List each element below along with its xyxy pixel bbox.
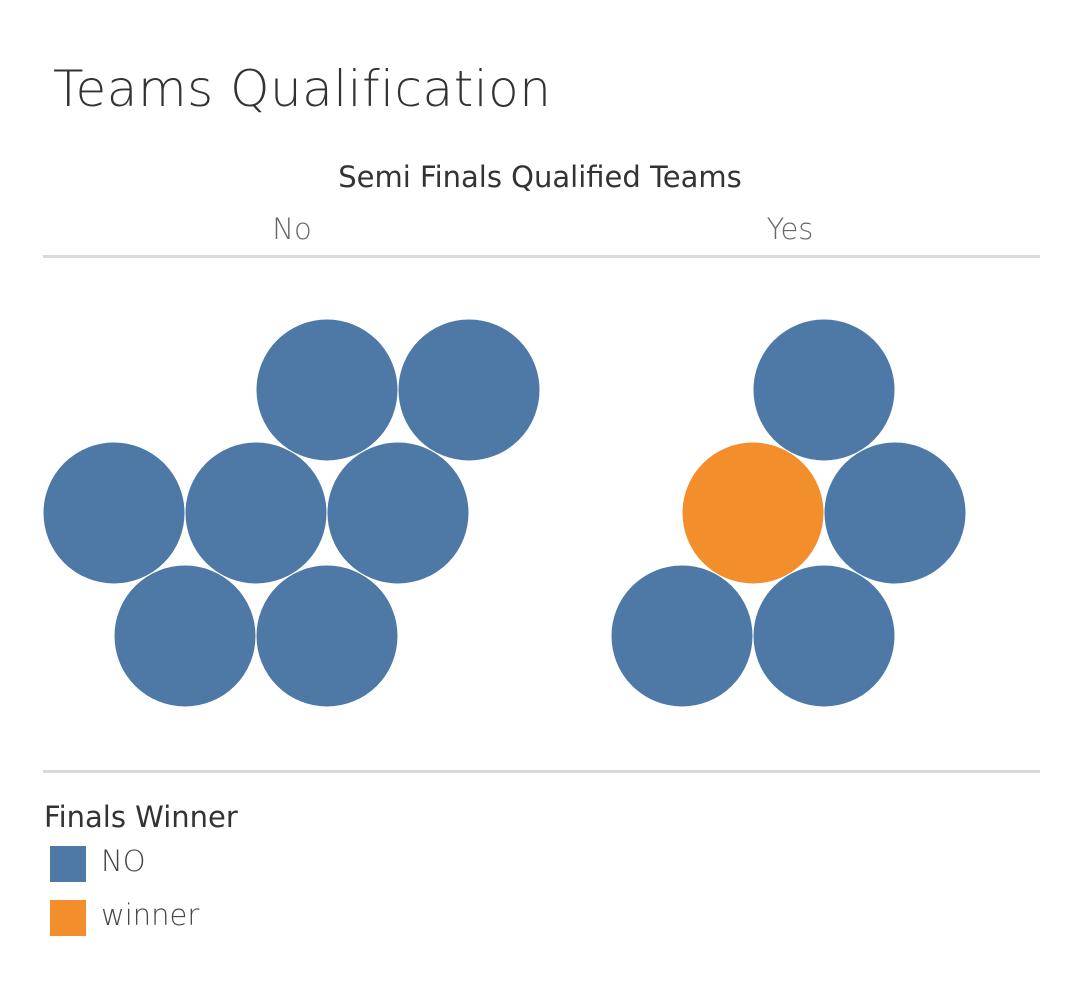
bubble-no-no-3[interactable]: [42, 441, 186, 585]
legend-swatch-no: [50, 846, 86, 882]
bubble-no-no-1[interactable]: [255, 318, 399, 462]
column-header-yes: Yes: [766, 212, 814, 246]
chart-bottom-divider: [43, 770, 1040, 773]
bubble-no-no-4[interactable]: [184, 441, 328, 585]
legend-swatch-winner: [50, 900, 86, 936]
bubble-yes-no-3[interactable]: [823, 441, 967, 585]
bubble-no-no-2[interactable]: [397, 318, 541, 462]
column-group-title: Semi Finals Qualified Teams: [338, 160, 742, 194]
bubble-yes-no-4[interactable]: [610, 564, 754, 708]
legend-title: Finals Winner: [44, 800, 238, 834]
header-divider: [43, 255, 1040, 258]
legend-item-no[interactable]: NO: [44, 844, 238, 882]
bubble-chart: [42, 318, 967, 708]
bubble-no-no-7[interactable]: [255, 564, 399, 708]
bubble-yes-winner-1[interactable]: [681, 441, 825, 585]
legend-label-no: NO: [101, 844, 146, 878]
bubble-yes-no-2[interactable]: [752, 318, 896, 462]
legend: Finals Winner NO winner: [44, 800, 238, 954]
bubble-no-no-6[interactable]: [113, 564, 257, 708]
column-header-no: No: [272, 212, 312, 246]
legend-label-winner: winner: [101, 898, 200, 932]
legend-item-winner[interactable]: winner: [44, 898, 238, 936]
bubble-yes-no-5[interactable]: [752, 564, 896, 708]
chart-title: Teams Qualification: [53, 60, 552, 118]
bubble-no-no-5[interactable]: [326, 441, 470, 585]
